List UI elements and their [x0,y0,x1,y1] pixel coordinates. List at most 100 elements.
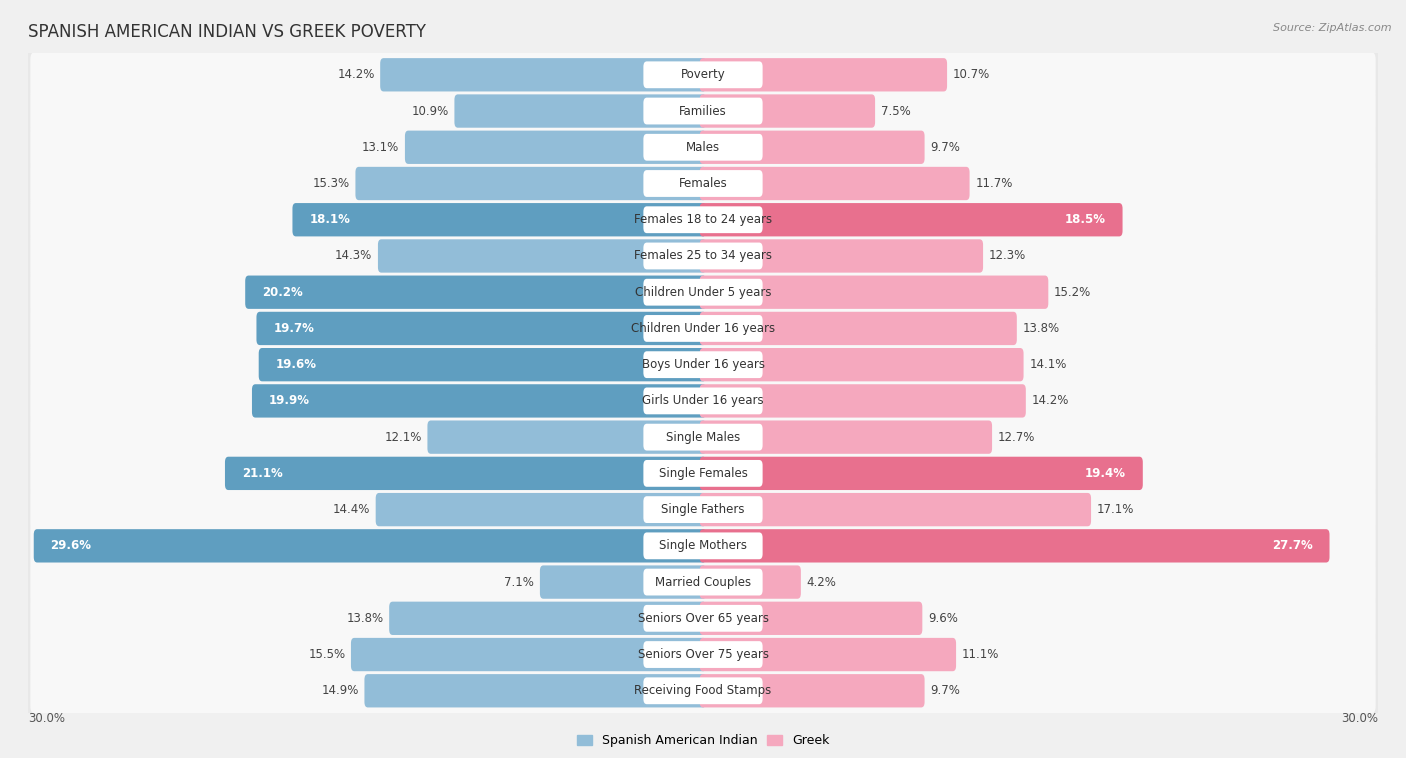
FancyBboxPatch shape [21,155,1385,211]
FancyBboxPatch shape [644,641,762,668]
FancyBboxPatch shape [700,276,1049,309]
FancyBboxPatch shape [21,481,1385,538]
FancyBboxPatch shape [700,130,925,164]
Text: 18.5%: 18.5% [1064,213,1105,226]
FancyBboxPatch shape [700,203,1122,236]
Text: Children Under 16 years: Children Under 16 years [631,322,775,335]
FancyBboxPatch shape [644,387,762,415]
Text: 15.2%: 15.2% [1054,286,1091,299]
FancyBboxPatch shape [21,554,1385,610]
FancyBboxPatch shape [644,678,762,704]
FancyBboxPatch shape [700,167,970,200]
Text: Single Mothers: Single Mothers [659,540,747,553]
FancyBboxPatch shape [540,565,706,599]
Text: Females: Females [679,177,727,190]
Text: Females 18 to 24 years: Females 18 to 24 years [634,213,772,226]
Text: 4.2%: 4.2% [807,575,837,588]
Text: 29.6%: 29.6% [51,540,91,553]
Text: Single Males: Single Males [666,431,740,443]
Text: 19.4%: 19.4% [1085,467,1126,480]
Text: 7.1%: 7.1% [505,575,534,588]
FancyBboxPatch shape [375,493,706,526]
Text: 10.9%: 10.9% [412,105,449,117]
Text: 14.3%: 14.3% [335,249,373,262]
FancyBboxPatch shape [700,348,1024,381]
FancyBboxPatch shape [31,487,1375,532]
FancyBboxPatch shape [292,203,706,236]
FancyBboxPatch shape [389,602,706,635]
FancyBboxPatch shape [700,94,875,127]
FancyBboxPatch shape [34,529,706,562]
FancyBboxPatch shape [380,58,706,92]
FancyBboxPatch shape [31,88,1375,134]
FancyBboxPatch shape [644,98,762,124]
Text: 18.1%: 18.1% [309,213,350,226]
FancyBboxPatch shape [364,674,706,707]
Text: 30.0%: 30.0% [1341,712,1378,725]
FancyBboxPatch shape [21,46,1385,103]
FancyBboxPatch shape [21,83,1385,139]
FancyBboxPatch shape [644,424,762,450]
Text: 14.2%: 14.2% [337,68,374,81]
FancyBboxPatch shape [700,529,1330,562]
FancyBboxPatch shape [21,192,1385,248]
Text: Receiving Food Stamps: Receiving Food Stamps [634,684,772,697]
FancyBboxPatch shape [700,565,801,599]
FancyBboxPatch shape [21,337,1385,393]
Text: Single Females: Single Females [658,467,748,480]
Text: 30.0%: 30.0% [28,712,65,725]
Text: 13.8%: 13.8% [346,612,384,625]
FancyBboxPatch shape [644,279,762,305]
Text: 7.5%: 7.5% [880,105,911,117]
FancyBboxPatch shape [700,384,1026,418]
FancyBboxPatch shape [225,457,706,490]
FancyBboxPatch shape [31,161,1375,206]
Text: Girls Under 16 years: Girls Under 16 years [643,394,763,407]
FancyBboxPatch shape [21,227,1385,284]
FancyBboxPatch shape [31,124,1375,170]
Text: Single Fathers: Single Fathers [661,503,745,516]
FancyBboxPatch shape [256,312,706,345]
FancyBboxPatch shape [644,134,762,161]
Text: 10.7%: 10.7% [953,68,990,81]
FancyBboxPatch shape [21,445,1385,502]
FancyBboxPatch shape [31,342,1375,387]
Text: 15.5%: 15.5% [308,648,346,661]
FancyBboxPatch shape [644,170,762,197]
FancyBboxPatch shape [644,61,762,88]
Text: 19.7%: 19.7% [273,322,314,335]
FancyBboxPatch shape [31,197,1375,243]
Text: Seniors Over 65 years: Seniors Over 65 years [637,612,769,625]
Text: 12.3%: 12.3% [988,249,1026,262]
FancyBboxPatch shape [21,590,1385,647]
FancyBboxPatch shape [378,240,706,273]
FancyBboxPatch shape [31,523,1375,568]
Text: 27.7%: 27.7% [1272,540,1313,553]
FancyBboxPatch shape [644,568,762,596]
Text: Children Under 5 years: Children Under 5 years [634,286,772,299]
FancyBboxPatch shape [644,351,762,378]
Text: 12.7%: 12.7% [998,431,1035,443]
Text: Boys Under 16 years: Boys Under 16 years [641,359,765,371]
FancyBboxPatch shape [259,348,706,381]
FancyBboxPatch shape [700,312,1017,345]
FancyBboxPatch shape [31,233,1375,279]
Text: 13.1%: 13.1% [363,141,399,154]
FancyBboxPatch shape [644,532,762,559]
Text: Poverty: Poverty [681,68,725,81]
FancyBboxPatch shape [700,602,922,635]
FancyBboxPatch shape [700,240,983,273]
FancyBboxPatch shape [31,631,1375,678]
Text: 9.7%: 9.7% [931,141,960,154]
Text: 14.9%: 14.9% [322,684,359,697]
Legend: Spanish American Indian, Greek: Spanish American Indian, Greek [571,729,835,753]
FancyBboxPatch shape [31,596,1375,641]
Text: 12.1%: 12.1% [384,431,422,443]
Text: 11.7%: 11.7% [976,177,1012,190]
Text: 20.2%: 20.2% [262,286,302,299]
Text: 13.8%: 13.8% [1022,322,1060,335]
FancyBboxPatch shape [427,421,706,454]
FancyBboxPatch shape [252,384,706,418]
FancyBboxPatch shape [644,605,762,631]
FancyBboxPatch shape [454,94,706,127]
